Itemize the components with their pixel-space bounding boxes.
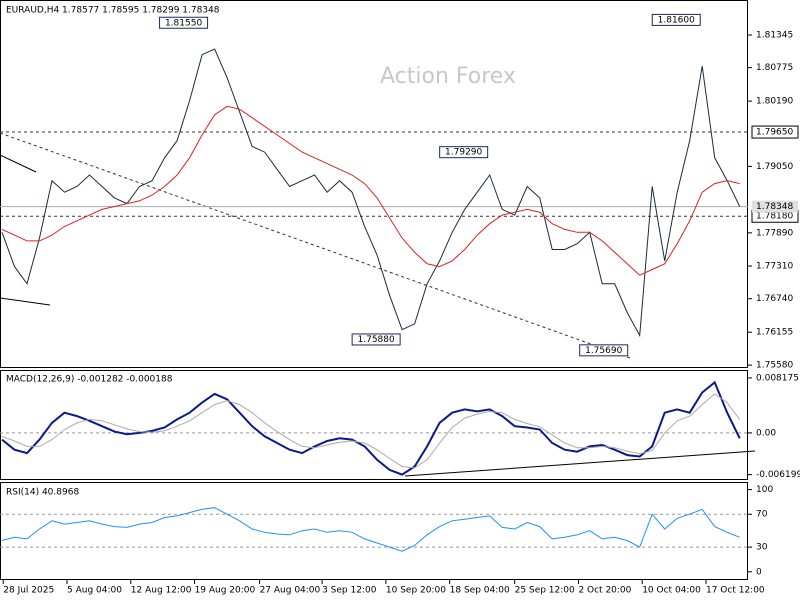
y-tick-label: 70 [756,510,768,520]
trend-line [0,297,51,306]
y-tick-label: 1.77310 [756,262,793,272]
annotation-box [439,146,489,159]
x-tick-label: 19 Aug 20:00 [195,586,256,596]
x-tick-label: 12 Aug 12:00 [131,586,192,596]
x-tick-label: 5 Aug 04:00 [67,586,122,596]
y-tick-label: 1.79050 [756,162,793,172]
series-line [1,48,741,338]
y-tick-label: 30 [756,543,768,553]
trend-line [0,132,631,359]
y-tick-label: 1.77890 [756,228,793,238]
panel-title: RSI(14) 40.8968 [6,488,79,498]
y-tick-label: 1.81345 [756,30,793,40]
series-line [1,507,740,552]
current-label: 1.78348 [756,202,793,212]
annotation-label: 1.75690 [585,346,622,356]
annotation-label: 1.81600 [658,15,695,25]
x-tick-label: 10 Sep 20:00 [386,586,446,596]
annotation-box [579,344,629,357]
annotation-box [159,16,209,29]
annotation-label: 1.81550 [165,18,202,28]
x-tick-label: 18 Sep 04:00 [450,586,510,596]
y-tick-label: 1.76155 [756,328,793,338]
x-tick-label: 3 Sep 12:00 [322,586,377,596]
x-tick-label: 10 Oct 04:00 [642,586,701,596]
watermark: Action Forex [380,64,516,89]
y-tick-label: 1.76740 [756,294,793,304]
x-tick-label: 25 Sep 12:00 [515,586,575,596]
y-tick-label: 0.008175 [756,373,799,383]
y-tick-label: 100 [756,485,773,495]
trend-line [404,450,756,477]
rsi-panel [0,482,748,580]
current-label-box [752,200,798,213]
series-line [1,393,741,469]
y-tick-label: -0.006199 [756,470,800,480]
y-tick-label: 1.75580 [756,361,793,371]
annotation-box [651,13,701,26]
annotation-box [351,333,401,346]
panel-title: MACD(12,26,9) -0.001282 -0.000188 [6,375,173,385]
level-label: 1.79650 [756,128,793,138]
x-tick-label: 17 Oct 12:00 [706,586,765,596]
level-label: 1.78180 [756,212,793,222]
x-tick-label: 27 Aug 04:00 [260,586,321,596]
annotation-label: 1.75880 [358,335,395,345]
trend-line [0,154,37,173]
series-line [1,105,740,276]
level-label-box [751,125,799,139]
y-tick-label: 1.80190 [756,97,793,107]
x-tick-label: 2 Oct 20:00 [578,586,631,596]
macd-panel [0,370,748,480]
y-tick-label: 0 [756,567,762,577]
y-tick-label: 0.00 [756,428,776,438]
y-tick-label: 1.80775 [756,63,793,73]
price-panel [0,0,748,368]
x-tick-label: 28 Jul 2025 [3,586,54,596]
series-line [1,380,741,476]
chart-title: EURAUD,H4 1.78577 1.78595 1.78299 1.7834… [6,6,220,16]
annotation-label: 1.79290 [445,148,482,158]
